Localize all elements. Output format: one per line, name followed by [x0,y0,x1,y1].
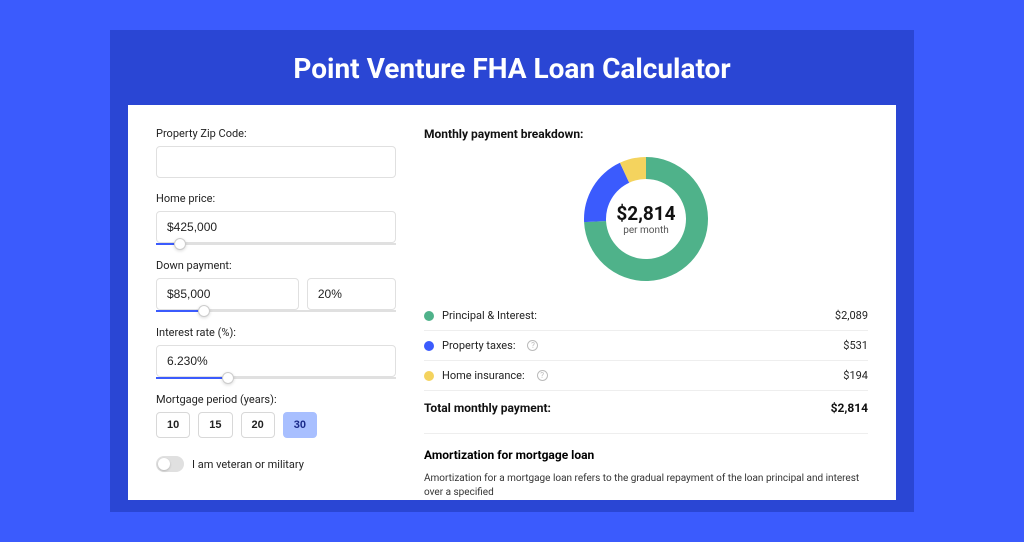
legend-dot [424,311,434,321]
down-payment-pct-input[interactable] [307,278,396,310]
total-row: Total monthly payment: $2,814 [424,390,868,429]
zip-label: Property Zip Code: [156,127,396,140]
donut-wrap: $2,814 per month [424,155,868,283]
home-price-group: Home price: [156,192,396,245]
zip-input[interactable] [156,146,396,178]
period-btn-10[interactable]: 10 [156,412,190,438]
legend-row: Property taxes:? $531 [424,331,868,361]
legend-label: Home insurance: [442,369,525,382]
down-payment-group: Down payment: [156,259,396,312]
total-label: Total monthly payment: [424,401,551,415]
period-btn-30[interactable]: 30 [283,412,317,438]
veteran-toggle[interactable] [156,456,184,472]
calculator-card: Property Zip Code: Home price: Down paym… [128,105,896,500]
period-label: Mortgage period (years): [156,393,396,406]
home-price-input[interactable] [156,211,396,243]
info-icon[interactable]: ? [537,370,548,381]
home-price-label: Home price: [156,192,396,205]
legend-row: Principal & Interest: $2,089 [424,301,868,331]
legend-label: Principal & Interest: [442,309,537,322]
home-price-slider[interactable] [156,243,396,245]
outer-frame: Point Venture FHA Loan Calculator Proper… [110,30,914,512]
form-column: Property Zip Code: Home price: Down paym… [156,127,396,500]
interest-input[interactable] [156,345,396,377]
down-payment-label: Down payment: [156,259,396,272]
page-title: Point Venture FHA Loan Calculator [110,30,914,105]
interest-group: Interest rate (%): [156,326,396,379]
legend-label: Property taxes: [442,339,515,352]
donut-sub: per month [623,225,669,236]
amortization-section: Amortization for mortgage loan Amortizat… [424,433,868,500]
legend-dot [424,371,434,381]
down-payment-input[interactable] [156,278,299,310]
legend-value: $531 [843,339,868,352]
legend-rows: Principal & Interest: $2,089 Property taxe… [424,301,868,390]
info-icon[interactable]: ? [527,340,538,351]
interest-slider[interactable] [156,377,396,379]
total-value: $2,814 [831,401,868,415]
amortization-title: Amortization for mortgage loan [424,448,868,462]
donut-amount: $2,814 [616,202,675,225]
interest-label: Interest rate (%): [156,326,396,339]
veteran-toggle-row: I am veteran or military [156,456,396,472]
amortization-text: Amortization for a mortgage loan refers … [424,472,868,500]
breakdown-title: Monthly payment breakdown: [424,127,868,141]
donut-chart: $2,814 per month [582,155,710,283]
period-group: Mortgage period (years): 10 15 20 30 [156,393,396,438]
veteran-toggle-label: I am veteran or military [192,458,304,471]
donut-center: $2,814 per month [582,155,710,283]
period-buttons: 10 15 20 30 [156,412,396,438]
legend-value: $194 [843,369,868,382]
legend-dot [424,341,434,351]
breakdown-column: Monthly payment breakdown: $2,814 per mo… [424,127,868,500]
period-btn-20[interactable]: 20 [241,412,275,438]
zip-field-group: Property Zip Code: [156,127,396,178]
legend-row: Home insurance:? $194 [424,361,868,390]
legend-value: $2,089 [835,309,868,322]
period-btn-15[interactable]: 15 [198,412,232,438]
down-payment-slider[interactable] [156,310,396,312]
